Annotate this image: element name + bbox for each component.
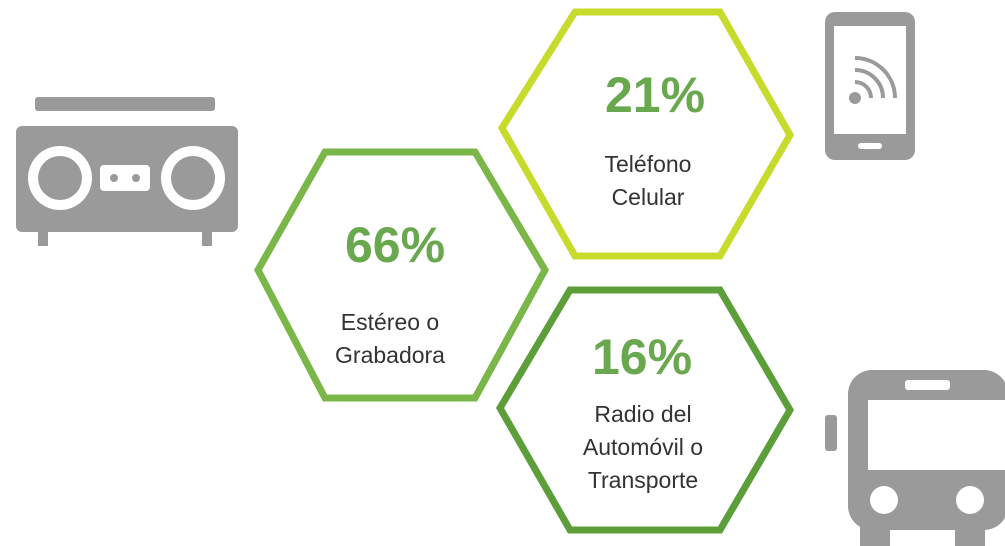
label-line: Celular [612, 184, 685, 210]
radio-icon [16, 97, 238, 246]
phone-icon [825, 12, 915, 160]
label-line: Grabadora [335, 342, 445, 368]
percentage: 66% [345, 217, 445, 273]
label-line: Radio del [594, 401, 691, 427]
label-line: Teléfono [605, 151, 692, 177]
label-line: Estéreo o [341, 309, 439, 335]
percentage: 16% [592, 329, 692, 385]
percentage: 21% [605, 67, 705, 123]
hexagon [254, 148, 550, 402]
hexagon [497, 8, 795, 260]
label-line: Transporte [588, 467, 698, 493]
hexagon [495, 286, 795, 534]
label-line: Automóvil o [583, 434, 703, 460]
bus-icon [825, 370, 1005, 546]
